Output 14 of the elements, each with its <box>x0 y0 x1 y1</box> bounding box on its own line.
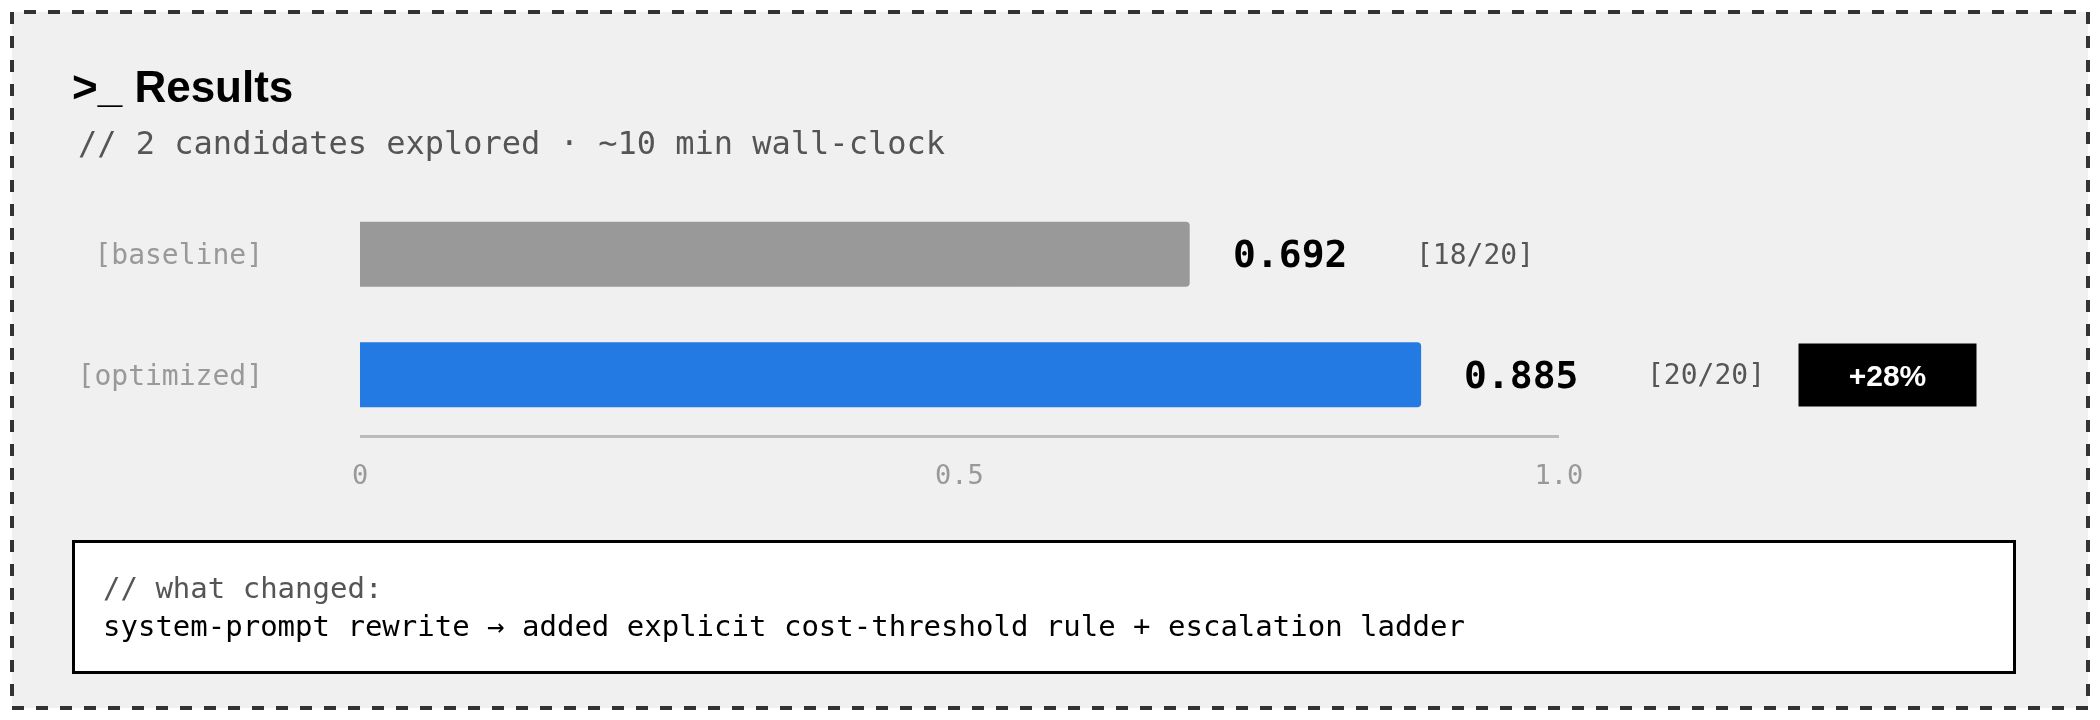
data-label: 0.885 <box>1464 353 1579 397</box>
x-tick-label: 0.5 <box>935 459 984 491</box>
text: // what changed: <box>103 571 383 605</box>
x-tick-label: 1.0 <box>1534 459 1584 491</box>
y-tick-label: [baseline] <box>94 238 263 272</box>
chart-subtitle: // 2 candidates explored · ~10 min wall-clock <box>78 124 945 162</box>
text: system-prompt rewrite → added explicit cost-threshold rule + escalation ladder <box>103 608 1465 643</box>
annotation: [18/20] <box>1416 238 1535 271</box>
text: +28% <box>1848 358 1927 392</box>
chart-title: >_ Results <box>72 62 294 112</box>
text: [20/20] <box>1647 358 1766 391</box>
data-label: 0.692 <box>1233 232 1348 276</box>
x-tick-label: 0 <box>351 459 369 491</box>
y-tick-label: [optimized] <box>77 358 263 392</box>
